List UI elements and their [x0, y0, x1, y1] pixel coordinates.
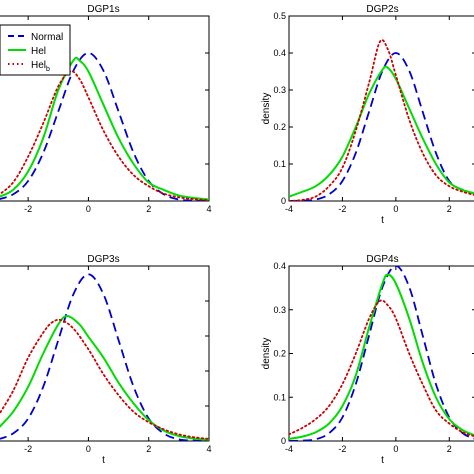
series-line-normal — [0, 52, 209, 201]
x-tick-label: -2 — [24, 444, 32, 454]
x-axis-label: t — [102, 455, 105, 466]
y-tick-label: 0.5 — [273, 11, 286, 21]
legend-entry: Hel — [31, 46, 46, 57]
series-line-hel — [289, 273, 474, 440]
y-axis-label: density — [261, 93, 272, 125]
legend-entry: Helb — [31, 60, 50, 73]
y-tick-label: 0.3 — [273, 85, 286, 95]
x-tick-label: 0 — [86, 204, 91, 214]
legend: Normal Hel Helb — [0, 24, 71, 76]
series-line-hel-b — [0, 70, 209, 201]
y-tick-label: 0.3 — [273, 305, 286, 315]
y-tick-label: 0.4 — [273, 48, 286, 58]
x-axis-label: t — [381, 455, 384, 466]
series-line-hel-b — [289, 39, 474, 201]
x-axis-label: t — [381, 215, 384, 226]
y-axis-label: density — [261, 338, 272, 370]
x-tick-label: -2 — [24, 204, 32, 214]
panel-title: DGP2s — [366, 4, 398, 15]
panel-title: DGP1s — [87, 4, 119, 15]
x-tick-label: 0 — [393, 444, 398, 454]
x-tick-label: -4 — [285, 444, 293, 454]
x-tick-label: -2 — [338, 444, 346, 454]
y-tick-label: 0.2 — [273, 122, 286, 132]
y-tick-label: 0.1 — [273, 159, 286, 169]
y-tick-label: 0.1 — [273, 392, 286, 402]
plot-frame — [0, 265, 210, 442]
plot-frame — [288, 15, 474, 202]
x-tick-label: 4 — [206, 444, 211, 454]
x-tick-label: 0 — [393, 204, 398, 214]
y-tick-label: 0.2 — [273, 349, 286, 359]
x-tick-label: -4 — [285, 204, 293, 214]
legend-entry: Normal — [31, 32, 63, 43]
x-tick-label: 4 — [206, 204, 211, 214]
x-tick-label: 2 — [146, 444, 151, 454]
panel-2: -4 -2 0 2 0 0.1 0.2 0.3 0.4 0.5 DGP2s t density — [261, 4, 474, 226]
y-tick-label: 0 — [281, 436, 286, 446]
x-tick-label: 2 — [146, 204, 151, 214]
series-line-normal — [289, 266, 474, 441]
x-tick-label: 0 — [86, 444, 91, 454]
panel-title: DGP4s — [366, 254, 398, 265]
plot-frame — [0, 15, 210, 202]
panel-1: -2 0 2 4 DGP1s Normal Hel Helb — [0, 4, 212, 214]
y-tick-label: 0.4 — [273, 261, 286, 271]
series-line-hel — [289, 65, 474, 198]
x-tick-label: 2 — [447, 204, 452, 214]
x-tick-label: -2 — [338, 204, 346, 214]
panel-3: -2 0 2 4 DGP3s t — [0, 254, 212, 466]
panel-4: -4 -2 0 2 0 0.1 0.2 0.3 0.4 DGP4s t density — [261, 254, 474, 466]
panel-title: DGP3s — [87, 254, 119, 265]
series-line-hel-b — [289, 299, 474, 437]
y-tick-label: 0 — [281, 196, 286, 206]
series-line-hel — [0, 56, 209, 201]
series-line-hel-b — [0, 318, 209, 440]
x-tick-label: 2 — [447, 444, 452, 454]
series-line-hel — [0, 314, 209, 441]
series-line-normal — [289, 52, 474, 201]
series-line-normal — [0, 273, 209, 441]
